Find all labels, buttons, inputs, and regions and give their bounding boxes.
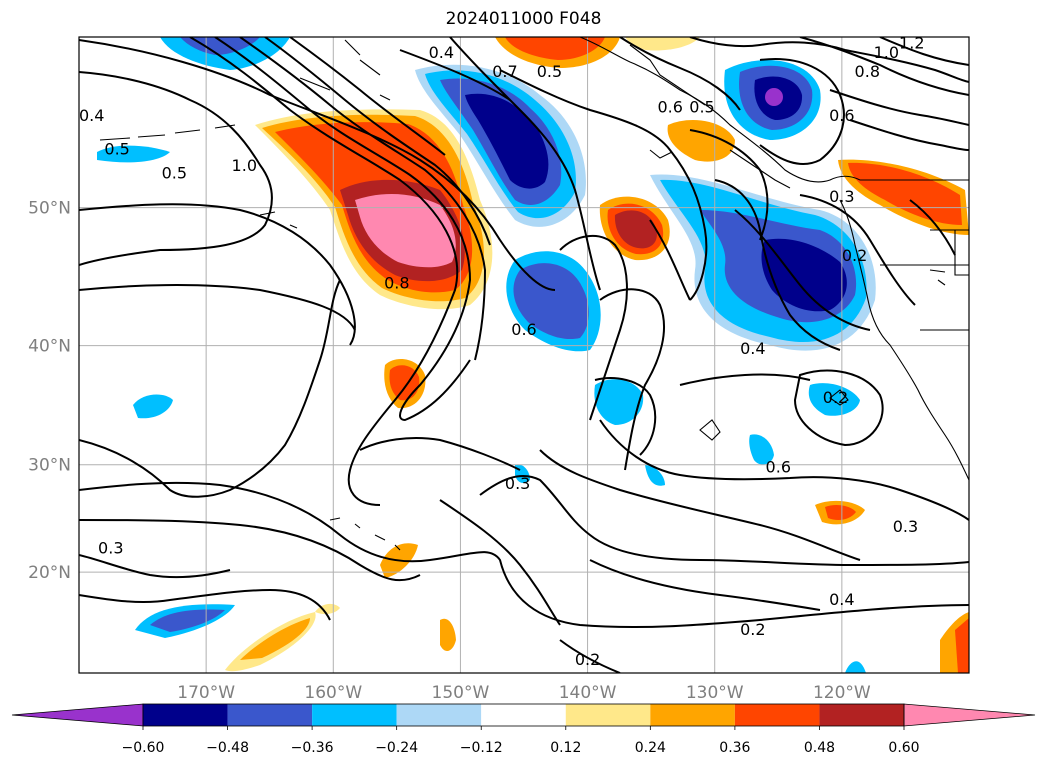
colorbar-tick-label: 0.36 <box>719 740 750 756</box>
colorbar-swatch <box>650 704 735 726</box>
contour-label: 0.6 <box>766 457 791 476</box>
colorbar-tick-label: −0.12 <box>460 740 503 756</box>
contour-label: 0.4 <box>28 232 53 251</box>
colorbar-extend-max <box>903 703 1036 727</box>
latitude-label: 20°N <box>28 563 71 583</box>
contour-label: 0.3 <box>98 538 123 557</box>
colorbar-swatch <box>734 704 820 726</box>
longitude-label: 160°W <box>304 683 362 703</box>
colorbar-swatch <box>565 704 651 726</box>
colorbar-swatch <box>143 704 228 726</box>
contour-label: 0.5 <box>104 140 129 159</box>
shaded-field-layer <box>97 37 969 673</box>
contour-label: 0.3 <box>41 307 66 326</box>
colorbar: −0.60 −0.48 −0.36 −0.24 −0.12 0.12 0.24 0.36 0.4… <box>11 703 1036 756</box>
map-frame <box>78 36 970 674</box>
colorbar-tick-label: 0.24 <box>635 740 666 756</box>
contour-label: 0.2 <box>823 388 848 407</box>
contour-label: 0.7 <box>492 62 517 81</box>
longitude-label: 170°W <box>177 683 235 703</box>
contour-label: 0.2 <box>740 620 765 639</box>
positive-anomaly-central <box>599 196 670 261</box>
colorbar-tick-label: 0.12 <box>550 740 581 756</box>
longitude-label: 140°W <box>559 683 617 703</box>
contour-label: 0.5 <box>162 164 187 183</box>
colorbar-extend-min <box>11 703 144 727</box>
contour-label: 0.8 <box>855 62 880 81</box>
contour-label: 0.8 <box>384 274 409 293</box>
longitude-labels: 170°W 160°W 150°W 140°W 130°W 120°W <box>177 683 871 703</box>
latitude-label: 50°N <box>28 199 71 219</box>
contour-label: 0.5 <box>689 97 714 116</box>
contour-label: 0.4 <box>829 590 854 609</box>
contour-lines <box>79 37 969 673</box>
contour-label: 0.4 <box>740 339 765 358</box>
contour-label: 0.3 <box>505 474 530 493</box>
contour-label: 1.0 <box>874 43 899 62</box>
longitude-label: 150°W <box>432 683 490 703</box>
contour-label: 0.4 <box>79 106 104 125</box>
contour-label: 0.6 <box>511 320 536 339</box>
contour-label: 0.4 <box>429 43 454 62</box>
contour-label-layer: 0.40.50.5 1.00.40.30.80.7 0.50.40.70.6 0.5 0… <box>28 20 925 669</box>
contour-label: 0.7 <box>638 20 663 39</box>
colorbar-tick-label: 0.60 <box>888 740 919 756</box>
contour-label: 0.2 <box>575 650 600 669</box>
contour-label: 0.6 <box>829 106 854 125</box>
coastlines <box>99 37 969 551</box>
map-title: 2024011000 F048 <box>445 9 602 29</box>
latitude-label: 30°N <box>28 456 71 476</box>
contour-label: 0.3 <box>893 517 918 536</box>
latitude-labels: 50°N 40°N 30°N 20°N <box>28 199 71 584</box>
colorbar-tick-label: −0.48 <box>206 740 249 756</box>
contour-label: 0.2 <box>842 246 867 265</box>
colorbar-swatch <box>481 704 566 726</box>
colorbar-tick-label: −0.36 <box>291 740 334 756</box>
colorbar-swatch <box>396 704 482 726</box>
contour-label: 1.2 <box>899 34 924 53</box>
contour-label: 0.3 <box>829 187 854 206</box>
colorbar-tick-label: −0.60 <box>122 740 165 756</box>
colorbar-swatch <box>312 704 397 726</box>
colorbar-tick-label: −0.24 <box>375 740 418 756</box>
colorbar-swatch <box>819 704 904 726</box>
colorbar-swatch <box>227 704 313 726</box>
longitude-label: 120°W <box>813 683 871 703</box>
latitude-label: 40°N <box>28 337 71 357</box>
negative-anomaly-canada <box>724 59 821 140</box>
contour-label: 0.5 <box>537 62 562 81</box>
colorbar-outline <box>142 703 905 727</box>
contour-label: 1.0 <box>232 156 257 175</box>
longitude-label: 130°W <box>686 683 744 703</box>
contour-label: 0.6 <box>657 97 682 116</box>
positive-anomaly-top <box>495 37 700 68</box>
positive-anomaly-bc <box>667 120 969 235</box>
colorbar-tick-label: 0.48 <box>804 740 835 756</box>
negative-anomaly-top-left <box>160 37 290 70</box>
